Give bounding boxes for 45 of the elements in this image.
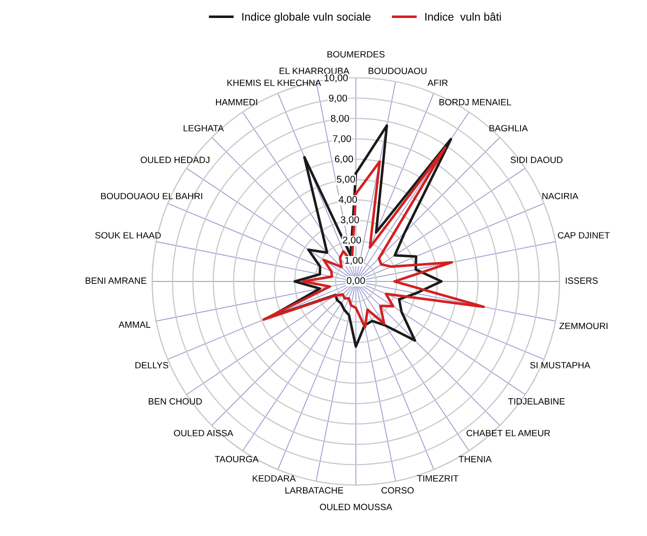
spoke-label: THENIA	[458, 456, 492, 462]
spoke-label: TIMEZRIT	[417, 475, 458, 482]
spoke-label: CORSO	[381, 487, 414, 494]
spoke-label: LEGHATA	[184, 124, 224, 132]
spoke-label: ISSERS	[566, 277, 598, 284]
legend-label: Indice vuln bâti	[425, 12, 501, 21]
y-tick-label: 6,00	[334, 156, 354, 164]
spoke-label: BEN CHOUD	[148, 398, 202, 405]
spoke-label: NACIRIA	[542, 192, 578, 200]
y-tick-label: 10,00	[324, 74, 348, 82]
legend-label: Indice globale vuln sociale	[242, 12, 371, 23]
spoke-label: OULED MOUSSA	[320, 504, 392, 510]
y-tick-label: 8,00	[330, 114, 350, 123]
spoke-label: BOUMERDES	[327, 51, 385, 58]
y-tick-label: 0,00	[346, 277, 365, 286]
spoke-label: HAMMEDI	[216, 99, 258, 106]
spoke-label: TIDJELABINE	[508, 398, 565, 405]
spoke-label: LARBATACHE	[285, 487, 344, 494]
y-tick-label: 2,00	[342, 236, 361, 245]
spoke-label: DELLYS	[135, 362, 168, 368]
spoke-label: BORDJ MENAIEL	[439, 98, 512, 106]
spoke-label: AFIR	[428, 80, 448, 86]
spoke-label: OULED AISSA	[174, 430, 234, 436]
spoke-label: BOUDOUAOU EL BAHRI	[101, 192, 202, 200]
spoke-label: SOUK EL HAAD	[95, 232, 161, 239]
spoke-label: ZEMMOURI	[559, 322, 608, 330]
spoke-label: KHEMIS EL KHECHNA	[227, 80, 322, 86]
spoke-label: OULED HEDADJ	[140, 156, 210, 164]
spoke-label: TAOURGA	[214, 456, 259, 462]
spoke-label: BOUDOUAOU	[368, 68, 426, 74]
spoke-label: AMMAL	[118, 322, 150, 328]
y-tick-label: 5,00	[336, 176, 355, 184]
spoke-label: BAGHLIA	[489, 124, 528, 132]
spoke-label: KEDDARA	[252, 475, 296, 482]
spoke-label: EL KHARROUBA	[280, 68, 350, 74]
y-tick-label: 9,00	[328, 94, 348, 103]
spoke-label: CAP DJINET	[558, 232, 610, 239]
spoke-label: BENI AMRANE	[86, 278, 146, 284]
spoke-label: CHABET EL AMEUR	[466, 430, 550, 436]
spoke-label: SI MUSTAPHA	[530, 362, 590, 368]
y-tick-label: 7,00	[332, 135, 352, 144]
y-tick-label: 3,00	[340, 216, 359, 224]
y-tick-label: 1,00	[345, 256, 363, 265]
spoke-label: SIDI DAOUD	[510, 156, 562, 164]
y-tick-label: 4,00	[338, 196, 357, 204]
